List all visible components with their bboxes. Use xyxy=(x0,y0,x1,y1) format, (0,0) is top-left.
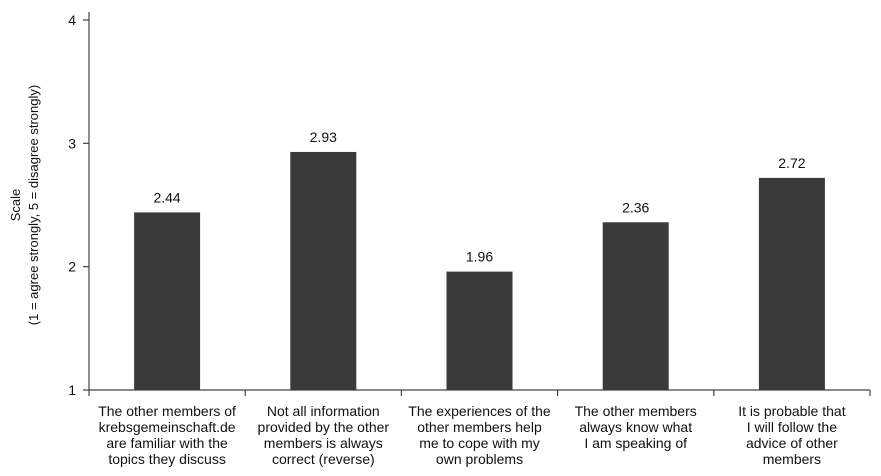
x-tick-label-line: always know what xyxy=(579,419,693,435)
x-tick-label-line: I will follow the xyxy=(746,419,838,435)
y-ticks: 1 2 3 4 xyxy=(68,12,871,398)
x-tick-label-line: krebsgemeinschaft.de xyxy=(98,419,236,435)
x-tick-label-line: topics they discuss xyxy=(108,451,226,467)
value-label: 1.96 xyxy=(466,249,493,265)
y-tick-label: 4 xyxy=(68,12,76,28)
x-tick-label-line: are familiar with the xyxy=(106,435,228,451)
x-tick-label-line: I am speaking of xyxy=(584,435,688,451)
bar xyxy=(290,151,357,390)
x-tick-label: The other members always know what I am sp… xyxy=(552,403,720,451)
x-tick-label: It is probable that I will follow the advi… xyxy=(708,403,876,467)
y-tick-label: 3 xyxy=(68,135,76,151)
bar xyxy=(446,271,513,390)
x-tick-label: The other members of krebsgemeinschaft.de… xyxy=(83,403,251,467)
x-tick-label-line: The other members xyxy=(574,403,697,419)
y-axis-label-line: Scale xyxy=(8,189,23,222)
x-tick-label-line: me to cope with my xyxy=(419,435,540,451)
value-label: 2.36 xyxy=(622,199,649,215)
y-axis-label-line: (1 = agree strongly, 5 = disagree strong… xyxy=(26,85,41,325)
bar xyxy=(758,177,825,390)
bar xyxy=(134,212,201,390)
bars xyxy=(134,151,825,390)
x-tick-label: Not all information provided by the other… xyxy=(239,403,407,467)
x-tick-label-line: members xyxy=(762,451,822,467)
x-tick-label-line: advice of other xyxy=(745,435,838,451)
x-tick-label-line: The experiences of the xyxy=(408,403,551,419)
value-label: 2.44 xyxy=(153,189,180,205)
x-tick-label-line: Not all information xyxy=(266,403,380,419)
x-tick-label-line: It is probable that xyxy=(738,403,846,419)
x-tick-label-line: The other members of xyxy=(98,403,236,419)
x-tick-label-line: members is always xyxy=(263,435,383,451)
x-tick-label-line: own problems xyxy=(435,451,524,467)
x-tick-label-line: correct (reverse) xyxy=(271,451,375,467)
x-tick-label-line: provided by the other xyxy=(257,419,390,435)
value-label: 2.72 xyxy=(778,155,805,171)
y-axis-label: Scale (1 = agree strongly, 5 = disagree s… xyxy=(8,85,41,325)
x-tick-label-line: other members help xyxy=(417,419,542,435)
value-label: 2.93 xyxy=(310,129,337,145)
value-labels: 2.44 2.93 1.96 2.36 2.72 xyxy=(153,129,805,265)
x-tick-label: The experiences of the other members help… xyxy=(396,403,564,467)
y-tick-label: 1 xyxy=(68,382,76,398)
y-tick-label: 2 xyxy=(68,259,76,275)
bar xyxy=(602,222,669,390)
